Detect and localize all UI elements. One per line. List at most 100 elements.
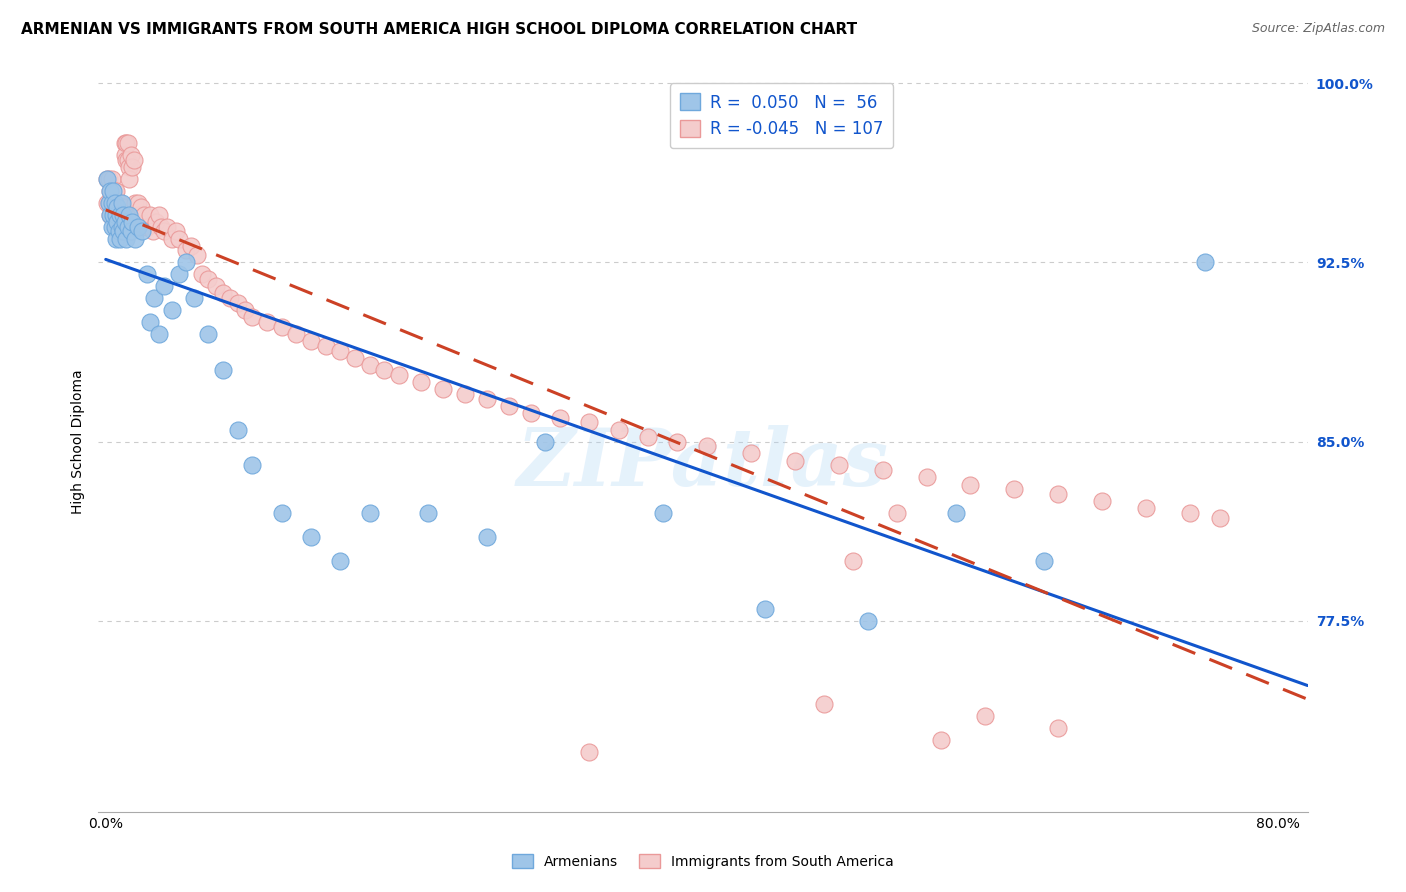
- Point: [105, 231, 128, 245]
- Point: [107, 201, 129, 215]
- Point: [101, 208, 124, 222]
- Point: [226, 423, 249, 437]
- Point: [114, 148, 136, 162]
- Point: [150, 219, 173, 234]
- Point: [827, 458, 849, 473]
- Point: [143, 291, 166, 305]
- Point: [974, 709, 997, 723]
- Point: [148, 327, 170, 342]
- Point: [121, 160, 143, 174]
- Point: [1004, 483, 1026, 497]
- Point: [100, 219, 122, 234]
- Point: [110, 195, 132, 210]
- Point: [534, 434, 557, 449]
- Point: [285, 327, 308, 342]
- Point: [127, 219, 149, 234]
- Point: [191, 268, 214, 282]
- Point: [856, 614, 879, 628]
- Point: [418, 506, 440, 520]
- Point: [98, 208, 121, 222]
- Point: [651, 506, 673, 520]
- Point: [145, 215, 167, 229]
- Point: [240, 310, 263, 325]
- Point: [129, 201, 152, 215]
- Point: [101, 184, 124, 198]
- Point: [315, 339, 337, 353]
- Point: [128, 208, 150, 222]
- Point: [132, 208, 155, 222]
- Point: [388, 368, 411, 382]
- Point: [96, 171, 118, 186]
- Legend: Armenians, Immigrants from South America: Armenians, Immigrants from South America: [506, 848, 900, 874]
- Point: [131, 219, 153, 234]
- Point: [359, 358, 381, 372]
- Point: [110, 231, 132, 245]
- Point: [945, 506, 967, 520]
- Point: [204, 279, 226, 293]
- Point: [96, 171, 118, 186]
- Point: [329, 554, 352, 568]
- Point: [101, 195, 124, 210]
- Point: [112, 208, 135, 222]
- Point: [117, 136, 139, 150]
- Point: [98, 184, 121, 198]
- Point: [142, 224, 165, 238]
- Point: [108, 224, 131, 238]
- Point: [607, 423, 630, 437]
- Point: [131, 224, 153, 238]
- Point: [219, 291, 242, 305]
- Text: ARMENIAN VS IMMIGRANTS FROM SOUTH AMERICA HIGH SCHOOL DIPLOMA CORRELATION CHART: ARMENIAN VS IMMIGRANTS FROM SOUTH AMERIC…: [21, 22, 858, 37]
- Point: [153, 279, 176, 293]
- Point: [112, 201, 135, 215]
- Point: [118, 171, 141, 186]
- Point: [578, 745, 600, 759]
- Point: [359, 506, 381, 520]
- Point: [167, 268, 190, 282]
- Point: [197, 272, 219, 286]
- Point: [107, 201, 129, 215]
- Point: [1180, 506, 1202, 520]
- Point: [270, 506, 292, 520]
- Point: [183, 291, 205, 305]
- Point: [117, 219, 139, 234]
- Point: [111, 195, 134, 210]
- Point: [115, 153, 138, 167]
- Point: [105, 208, 128, 222]
- Point: [98, 208, 121, 222]
- Point: [1208, 511, 1230, 525]
- Point: [637, 430, 659, 444]
- Point: [548, 410, 571, 425]
- Point: [103, 195, 125, 210]
- Point: [120, 224, 142, 238]
- Point: [138, 208, 160, 222]
- Point: [115, 136, 138, 150]
- Point: [783, 453, 806, 467]
- Point: [842, 554, 865, 568]
- Point: [1194, 255, 1216, 269]
- Point: [103, 208, 125, 222]
- Point: [112, 224, 135, 238]
- Point: [125, 208, 148, 222]
- Point: [475, 530, 498, 544]
- Point: [135, 219, 157, 234]
- Point: [299, 530, 322, 544]
- Point: [103, 219, 125, 234]
- Point: [373, 363, 395, 377]
- Point: [498, 399, 520, 413]
- Point: [1135, 501, 1157, 516]
- Point: [180, 238, 202, 252]
- Point: [111, 201, 134, 215]
- Point: [186, 248, 208, 262]
- Point: [135, 268, 157, 282]
- Point: [98, 184, 121, 198]
- Point: [432, 382, 454, 396]
- Point: [120, 148, 142, 162]
- Point: [696, 439, 718, 453]
- Point: [105, 195, 128, 210]
- Point: [97, 171, 120, 186]
- Point: [578, 416, 600, 430]
- Point: [100, 195, 122, 210]
- Point: [118, 160, 141, 174]
- Point: [886, 506, 908, 520]
- Text: Source: ZipAtlas.com: Source: ZipAtlas.com: [1251, 22, 1385, 36]
